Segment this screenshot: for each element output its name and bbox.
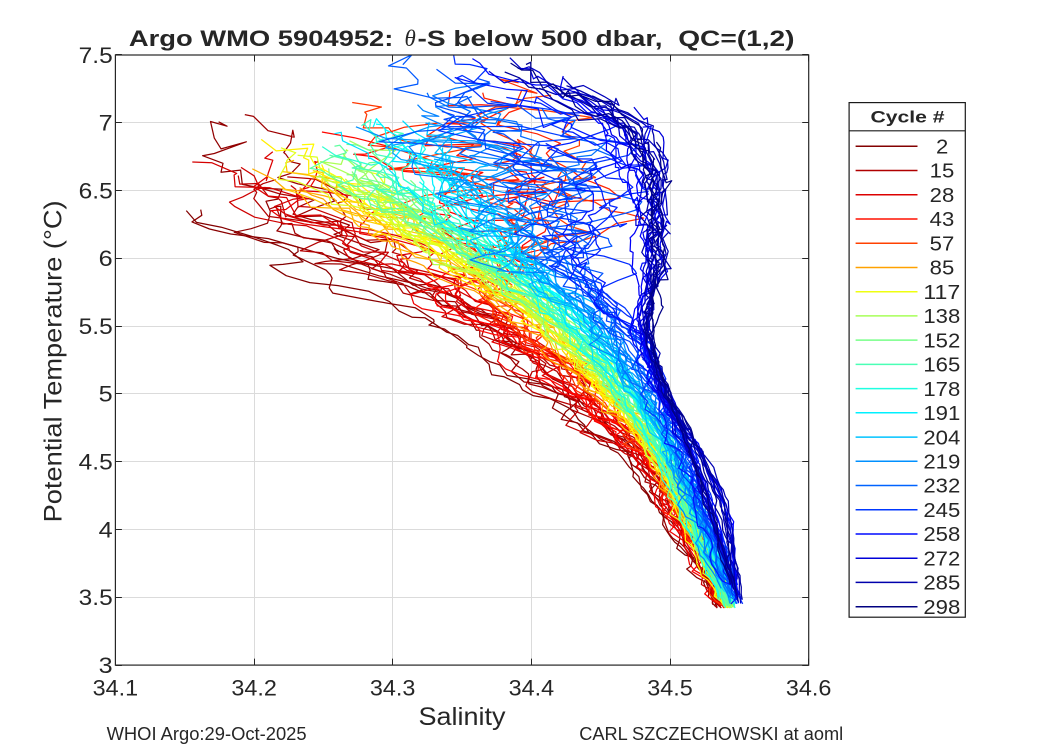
svg-text:34.2: 34.2 <box>231 676 277 701</box>
svg-text:5.5: 5.5 <box>79 314 113 339</box>
svg-text:θ: θ <box>405 26 416 51</box>
svg-text:57: 57 <box>930 233 955 255</box>
svg-text:178: 178 <box>923 379 960 401</box>
svg-text:285: 285 <box>923 573 960 595</box>
svg-text:15: 15 <box>930 161 955 183</box>
svg-text:34.4: 34.4 <box>509 676 555 701</box>
svg-text:204: 204 <box>923 427 960 449</box>
svg-text:258: 258 <box>923 524 960 546</box>
svg-text:34.5: 34.5 <box>647 676 693 701</box>
svg-text:WHOI Argo:29-Oct-2025: WHOI Argo:29-Oct-2025 <box>107 723 307 744</box>
svg-text:3: 3 <box>99 653 113 678</box>
svg-text:Potential Temperature (°C): Potential Temperature (°C) <box>40 200 68 522</box>
svg-text:Salinity: Salinity <box>419 703 507 731</box>
svg-text:219: 219 <box>923 452 960 474</box>
svg-text:Argo WMO 5904952:: Argo WMO 5904952: <box>129 26 394 51</box>
svg-text:245: 245 <box>923 500 960 522</box>
svg-text:34.1: 34.1 <box>93 676 139 701</box>
svg-text:Cycle #: Cycle # <box>871 107 946 126</box>
svg-text:4: 4 <box>99 517 113 542</box>
svg-text:CARL SZCZECHOWSKI at aoml: CARL SZCZECHOWSKI at aoml <box>579 723 843 744</box>
svg-text:28: 28 <box>930 185 955 207</box>
svg-text:298: 298 <box>923 597 960 619</box>
svg-text:43: 43 <box>930 209 955 231</box>
svg-text:7: 7 <box>99 111 113 136</box>
svg-text:6: 6 <box>99 246 113 271</box>
svg-text:3.5: 3.5 <box>79 585 113 610</box>
svg-text:-S below 500 dbar, QC=(1,2): -S below 500 dbar, QC=(1,2) <box>418 26 795 51</box>
svg-text:191: 191 <box>923 403 960 425</box>
svg-text:34.3: 34.3 <box>370 676 416 701</box>
svg-text:138: 138 <box>923 306 960 328</box>
svg-text:34.6: 34.6 <box>786 676 832 701</box>
svg-text:5: 5 <box>99 382 113 407</box>
svg-text:232: 232 <box>923 476 960 498</box>
svg-text:7.5: 7.5 <box>79 43 113 68</box>
svg-text:165: 165 <box>923 355 960 377</box>
svg-text:85: 85 <box>930 258 955 280</box>
svg-text:152: 152 <box>923 330 960 352</box>
svg-text:117: 117 <box>923 282 960 304</box>
svg-text:272: 272 <box>923 548 960 570</box>
svg-text:6.5: 6.5 <box>79 178 113 203</box>
svg-text:2: 2 <box>936 137 948 159</box>
svg-text:4.5: 4.5 <box>79 450 113 475</box>
